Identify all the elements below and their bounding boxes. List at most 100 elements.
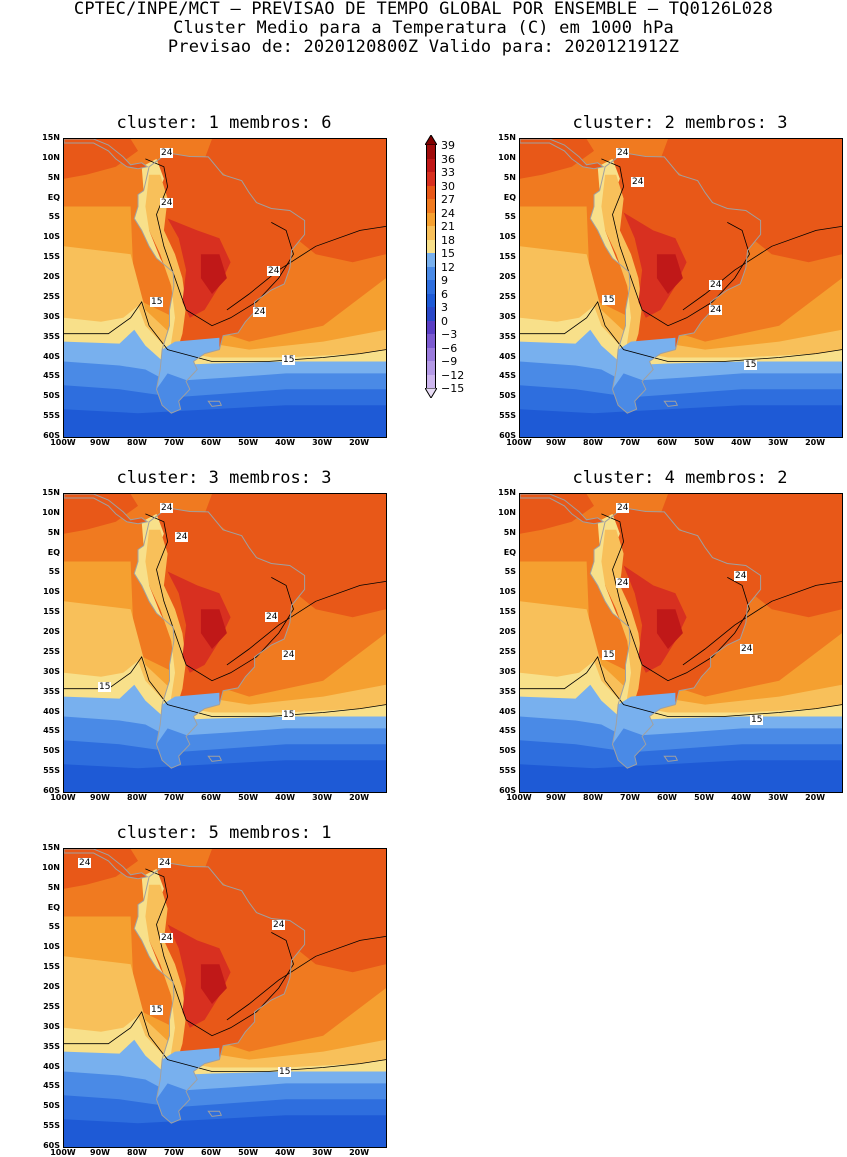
contour-label: 24 bbox=[78, 858, 92, 868]
andes-cool bbox=[590, 158, 635, 390]
cluster-title: cluster: 4 membros: 2 bbox=[572, 468, 788, 488]
contour-label: 24 bbox=[267, 266, 281, 276]
lon-tick-label: 50W bbox=[238, 438, 259, 447]
lat-tick-label: 5N bbox=[47, 882, 60, 892]
lat-tick-label: 25S bbox=[43, 1001, 60, 1011]
lat-tick-label: 60S bbox=[43, 1141, 60, 1150]
lat-tick-label: 10N bbox=[42, 152, 60, 162]
lat-tick-label: 15S bbox=[43, 607, 60, 617]
contour-label: 15 bbox=[750, 715, 764, 725]
colorbar-label: 3 bbox=[441, 301, 448, 314]
header-line-1: CPTEC/INPE/MCT — PREVISAO DE TEMPO GLOBA… bbox=[73, 0, 774, 19]
lat-tick-label: 50S bbox=[499, 746, 516, 756]
falkland-islands bbox=[207, 755, 223, 762]
lat-tick-label: 10S bbox=[499, 232, 516, 242]
contour-label: 24 bbox=[282, 650, 296, 660]
map-frame: 24 24 24 24 15 15 bbox=[63, 848, 387, 1148]
colorbar-label: −6 bbox=[441, 341, 458, 355]
falkland-islands bbox=[663, 400, 679, 407]
lat-tick-label: 10S bbox=[43, 587, 60, 597]
lat-tick-label: 20S bbox=[499, 272, 516, 282]
contour-label: 24 bbox=[740, 644, 754, 654]
andes-mid bbox=[145, 174, 187, 366]
hottest-core bbox=[200, 254, 227, 294]
lat-tick-label: 50S bbox=[499, 391, 516, 401]
andes-mid bbox=[145, 884, 187, 1076]
lon-tick-label: 90W bbox=[90, 793, 110, 802]
lat-tick-label: 5S bbox=[504, 567, 516, 577]
cluster-title: cluster: 1 membros: 6 bbox=[116, 113, 332, 133]
lat-tick-label: EQ bbox=[47, 902, 60, 912]
lat-tick-label: 20S bbox=[43, 982, 60, 992]
contour-label: 24 bbox=[265, 612, 279, 622]
lat-tick-label: EQ bbox=[47, 547, 60, 557]
cluster-title: cluster: 3 membros: 3 bbox=[116, 468, 332, 488]
map-frame: 24 24 24 24 15 15 bbox=[519, 493, 843, 793]
atlantic-warm bbox=[660, 139, 842, 263]
lon-tick-label: 100W bbox=[506, 793, 532, 802]
colorbar-segment bbox=[426, 361, 436, 375]
band-3 bbox=[520, 760, 842, 792]
patagonia-cold bbox=[612, 728, 646, 769]
patagonia-cold bbox=[156, 728, 190, 769]
colorbar-segment bbox=[426, 307, 436, 321]
contour-label: 15 bbox=[282, 355, 296, 365]
colorbar-segment bbox=[426, 158, 436, 172]
lon-tick-label: 60W bbox=[657, 793, 678, 802]
patagonia-cold bbox=[156, 1083, 190, 1124]
lon-tick-label: 90W bbox=[90, 1148, 110, 1157]
colorbar-label: 9 bbox=[441, 274, 448, 287]
andes-mid bbox=[601, 529, 643, 721]
map-frame: 24 24 24 24 15 15 bbox=[63, 138, 387, 438]
colorbar-label: 6 bbox=[441, 287, 448, 301]
hot-core bbox=[623, 212, 687, 318]
contour-label: 24 bbox=[631, 177, 645, 187]
lon-tick-label: 20W bbox=[805, 438, 826, 447]
lon-tick-label: 40W bbox=[275, 1148, 296, 1157]
lat-tick-label: 45S bbox=[43, 726, 60, 736]
map-frame: 24 24 24 24 15 15 bbox=[519, 138, 843, 438]
colorbar-segment bbox=[426, 320, 436, 334]
contour-label: 24 bbox=[160, 933, 174, 943]
colorbar-label: 39 bbox=[441, 139, 455, 152]
contour-label: 15 bbox=[602, 295, 616, 305]
lat-tick-label: 30S bbox=[43, 311, 60, 321]
lat-tick-label: 5N bbox=[503, 527, 516, 537]
hottest-core bbox=[656, 609, 683, 649]
lat-tick-label: 35S bbox=[499, 686, 516, 696]
colorbar-segment bbox=[426, 199, 436, 213]
patagonia-cold bbox=[156, 373, 190, 414]
contour-label: 24 bbox=[616, 578, 630, 588]
contour-label: 24 bbox=[160, 198, 174, 208]
lat-tick-label: 15N bbox=[42, 133, 60, 142]
contour-15 bbox=[64, 1011, 386, 1072]
lat-tick-label: 55S bbox=[499, 766, 516, 776]
lon-tick-label: 70W bbox=[620, 793, 641, 802]
lat-tick-label: 25S bbox=[43, 646, 60, 656]
lat-tick-label: 10N bbox=[498, 152, 516, 162]
temperature-map bbox=[64, 494, 386, 792]
lat-tick-label: 40S bbox=[43, 351, 60, 361]
north-pacific-warm bbox=[520, 494, 594, 534]
figure-header: CPTEC/INPE/MCT — PREVISAO DE TEMPO GLOBA… bbox=[0, 0, 847, 57]
lat-tick-label: 45S bbox=[499, 726, 516, 736]
lon-tick-label: 80W bbox=[127, 1148, 147, 1157]
contour-label: 15 bbox=[602, 650, 616, 660]
lon-tick-label: 40W bbox=[275, 793, 296, 802]
colorbar-segment bbox=[426, 239, 436, 253]
coastline-south-america bbox=[133, 507, 306, 769]
colorbar-label: 33 bbox=[441, 166, 455, 179]
colorbar-segment bbox=[426, 334, 436, 348]
lat-tick-label: 10N bbox=[498, 507, 516, 517]
atlantic-warm bbox=[660, 494, 842, 618]
lon-tick-label: 50W bbox=[694, 438, 715, 447]
lat-tick-label: 60S bbox=[43, 431, 60, 440]
lat-tick-label: 35S bbox=[43, 686, 60, 696]
hot-core bbox=[167, 218, 231, 318]
contour-15 bbox=[520, 301, 842, 362]
falkland-islands bbox=[663, 755, 679, 762]
lat-tick-label: 55S bbox=[43, 411, 60, 421]
lon-tick-label: 100W bbox=[50, 438, 76, 447]
contour-label: 24 bbox=[272, 920, 286, 930]
andes-cool bbox=[134, 868, 179, 1100]
